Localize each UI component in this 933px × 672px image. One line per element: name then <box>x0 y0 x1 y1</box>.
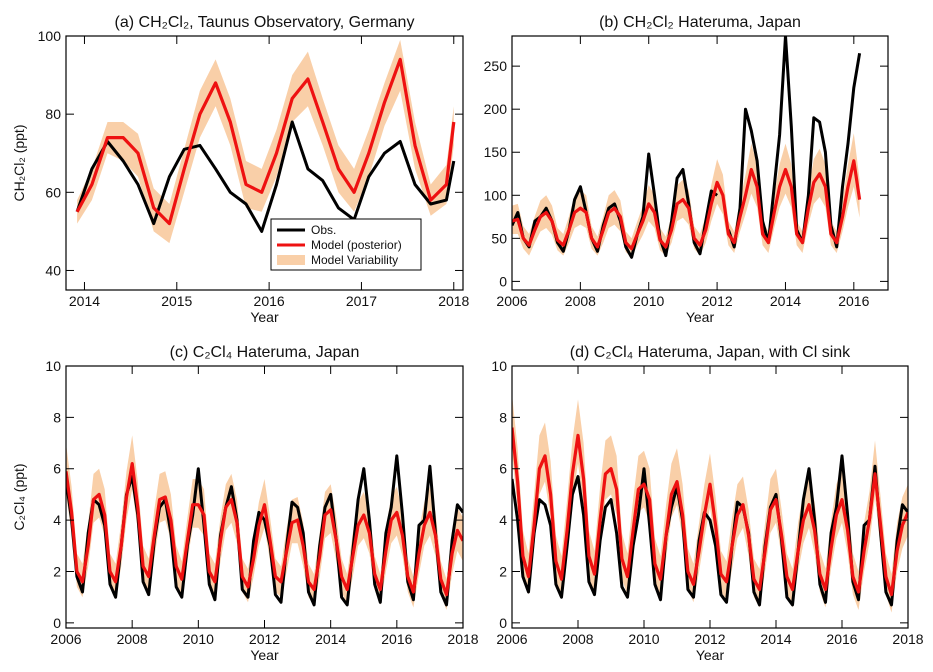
y-tick-label: 2 <box>53 563 61 579</box>
x-axis-label: Year <box>696 647 725 663</box>
y-axis-label: C₂Cl₄ (ppt) <box>11 463 27 530</box>
legend: Obs.Model (posterior)Model Variability <box>270 218 422 271</box>
axes-frame <box>65 35 464 291</box>
x-tick-label: 2015 <box>161 293 192 309</box>
series-line <box>66 454 463 607</box>
y-tick-label: 80 <box>45 106 61 122</box>
x-tick-label: 2006 <box>496 631 527 647</box>
y-tick-label: 6 <box>499 461 507 477</box>
plot-area <box>512 394 908 613</box>
y-tick-label: 0 <box>53 615 61 631</box>
y-tick-label: 8 <box>53 409 61 425</box>
x-tick-label: 2008 <box>117 631 148 647</box>
legend-swatch <box>277 255 305 265</box>
x-tick-label: 2014 <box>770 293 801 309</box>
x-axis-label: Year <box>250 647 279 663</box>
y-tick-label: 200 <box>484 101 508 117</box>
variability-band <box>512 394 908 613</box>
plot-area <box>512 36 862 259</box>
x-tick-label: 2012 <box>702 293 733 309</box>
legend-label: Obs. <box>311 223 336 237</box>
y-tick-label: 100 <box>484 187 508 203</box>
x-tick-label: 2010 <box>183 631 214 647</box>
series-line <box>75 120 456 233</box>
x-tick-label: 2016 <box>838 293 869 309</box>
panel: 2014 2015 2016 2017 2018 40 60 80 100 (a) CH₂Cl₂,… <box>11 14 470 325</box>
y-tick-label: 100 <box>38 28 62 44</box>
x-tick-label: 2016 <box>254 293 285 309</box>
x-tick-label: 2008 <box>562 631 593 647</box>
y-tick-label: 150 <box>484 144 508 160</box>
x-tick-label: 2018 <box>438 293 469 309</box>
y-axis-label: CH₂Cl₂ (ppt) <box>11 125 27 202</box>
y-tick-label: 40 <box>45 262 61 278</box>
legend-label: Model (posterior) <box>311 238 402 252</box>
legend-label: Model Variability <box>311 253 398 267</box>
x-tick-label: 2012 <box>249 631 280 647</box>
series-line <box>512 427 908 597</box>
x-tick-label: 2010 <box>628 631 659 647</box>
x-tick-label: 2016 <box>826 631 857 647</box>
panel: 2006 2008 2010 2012 2014 2016 0 50 100 150 200 250 (… <box>484 14 889 325</box>
x-axis-label: Year <box>250 309 279 325</box>
variability-band <box>77 39 454 244</box>
y-tick-label: 4 <box>53 512 61 528</box>
x-tick-label: 2010 <box>633 293 664 309</box>
y-tick-label: 0 <box>499 615 507 631</box>
x-tick-label: 2006 <box>496 293 527 309</box>
y-tick-label: 10 <box>491 358 507 374</box>
y-tick-label: 60 <box>45 184 61 200</box>
y-tick-label: 8 <box>499 409 507 425</box>
x-tick-label: 2014 <box>760 631 791 647</box>
y-tick-label: 2 <box>499 563 507 579</box>
plot-area <box>75 39 456 244</box>
chart-title: (b) CH₂Cl₂ Hateruma, Japan <box>599 14 801 31</box>
series-line <box>75 57 456 226</box>
series-line <box>512 454 908 607</box>
y-tick-label: 0 <box>499 273 507 289</box>
y-tick-label: 250 <box>484 58 508 74</box>
x-tick-label: 2014 <box>69 293 100 309</box>
x-axis-label: Year <box>686 309 715 325</box>
plot-area <box>66 435 463 610</box>
x-tick-label: 2017 <box>346 293 377 309</box>
panel: 2006 2008 2010 2012 2014 2016 2018 0 2 4 6 8 10 (d) C… <box>491 344 923 663</box>
chart-title: (a) CH₂Cl₂, Taunus Observatory, Germany <box>115 14 415 31</box>
x-tick-label: 2008 <box>565 293 596 309</box>
y-tick-label: 6 <box>53 461 61 477</box>
y-tick-label: 4 <box>499 512 507 528</box>
x-tick-label: 2012 <box>694 631 725 647</box>
panel: 2006 2008 2010 2012 2014 2016 2018 0 2 4 6 8 10 (c) C… <box>11 344 479 663</box>
x-tick-label: 2018 <box>447 631 478 647</box>
y-tick-label: 50 <box>491 230 507 246</box>
series-line <box>512 159 862 251</box>
x-tick-label: 2016 <box>381 631 412 647</box>
y-tick-label: 10 <box>45 358 61 374</box>
series-line <box>66 462 463 597</box>
x-tick-label: 2006 <box>50 631 81 647</box>
x-tick-label: 2018 <box>892 631 923 647</box>
chart-title: (d) C₂Cl₄ Hateruma, Japan, with Cl sink <box>570 344 851 361</box>
chart-title: (c) C₂Cl₄ Hateruma, Japan <box>170 344 360 361</box>
x-tick-label: 2014 <box>315 631 346 647</box>
axes-frame <box>511 35 889 291</box>
